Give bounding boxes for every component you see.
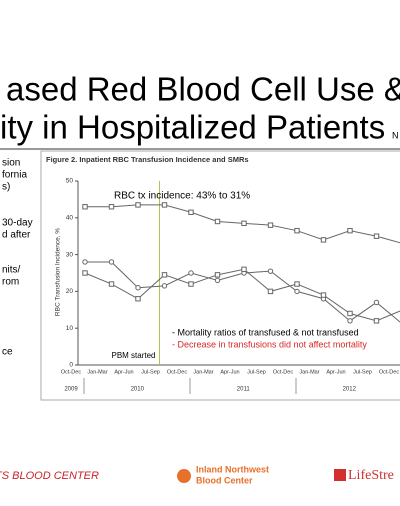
marker xyxy=(214,218,221,225)
y-tick-label: 20 xyxy=(66,288,74,295)
plot: 0 10 20 30 40 50 Oct-Dec Jan-Mar Apr-Jun Jul-Sep O… xyxy=(61,178,400,394)
year-label: 2009 xyxy=(64,387,78,393)
marker xyxy=(320,237,327,243)
marker xyxy=(108,259,115,265)
x-tick-label: Oct-Dec xyxy=(273,369,293,375)
marker xyxy=(82,270,88,276)
year-label: 2011 xyxy=(237,387,251,393)
marker xyxy=(135,202,141,208)
x-tick-label: Apr-Jun xyxy=(326,369,345,375)
marker xyxy=(214,272,221,278)
year-label: 2010 xyxy=(131,387,145,393)
marker xyxy=(135,285,141,291)
y-tick-label: 50 xyxy=(66,178,74,185)
x-tick-label: Jan-Mar xyxy=(299,369,319,375)
text-fragment: s) xyxy=(2,182,10,193)
x-tick-label: Jul-Sep xyxy=(353,369,372,375)
event-label: PBM started xyxy=(111,351,155,360)
text-fragment: d after xyxy=(2,230,31,241)
marker xyxy=(161,202,168,208)
footer-logo: Inland Northwest xyxy=(196,464,269,474)
chart-title: Figure 2. Inpatient RBC Transfusion Inci… xyxy=(46,155,249,164)
text-fragment: sion xyxy=(2,158,20,169)
y-tick-label: 10 xyxy=(66,325,74,332)
marker xyxy=(373,318,380,324)
marker xyxy=(161,283,168,289)
y-tick-label: 40 xyxy=(66,215,74,222)
text-fragment: 30-day xyxy=(2,218,33,229)
annotation: - Decrease in transfusions did not affec… xyxy=(172,339,367,349)
marker xyxy=(267,222,274,228)
figure-frame xyxy=(40,150,400,401)
marker xyxy=(267,288,274,295)
marker xyxy=(347,310,353,317)
y-axis-label: RBC Transfusion Incidence, % xyxy=(55,228,62,316)
slide-title: ased Red Blood Cell Use & xyxy=(6,71,400,108)
x-tick-label: Apr-Jun xyxy=(220,369,239,375)
y-tick-label: 0 xyxy=(69,362,73,369)
year-label: 2012 xyxy=(343,387,357,393)
marker xyxy=(241,220,247,227)
left-text: sion fornia s) 30-day d after nits/ rom … xyxy=(2,158,33,358)
marker xyxy=(214,277,221,284)
marker xyxy=(347,318,353,324)
marker xyxy=(188,209,194,215)
marker xyxy=(161,272,168,278)
title-note: N xyxy=(392,130,399,140)
slide-title: ity in Hospitalized Patients xyxy=(0,109,385,146)
marker xyxy=(108,204,115,210)
marker xyxy=(267,268,274,274)
marker xyxy=(294,227,300,234)
annotation: RBC tx incidence: 43% to 31% xyxy=(114,191,250,202)
marker xyxy=(82,204,88,210)
marker xyxy=(320,292,327,298)
x-tick-label: Oct-Dec xyxy=(167,369,187,375)
marker xyxy=(347,227,353,234)
marker xyxy=(135,296,141,302)
x-tick-label: Oct-Dec xyxy=(379,369,399,375)
text-fragment: rom xyxy=(2,277,19,288)
marker xyxy=(108,281,115,287)
annotation: - Mortality ratios of transfused & not t… xyxy=(172,327,359,337)
text-fragment: fornia xyxy=(2,170,27,181)
marker xyxy=(294,281,300,287)
text-fragment: nits/ xyxy=(2,265,21,276)
footer: ITS BLOOD CENTER Inland Northwest Blood … xyxy=(0,464,394,485)
footer-logo: ITS BLOOD CENTER xyxy=(0,470,99,482)
marker xyxy=(82,259,88,265)
x-tick-label: Apr-Jun xyxy=(114,369,133,375)
text-fragment: ce xyxy=(2,347,13,358)
y-tick-label: 30 xyxy=(66,251,74,258)
x-tick-label: Oct-Dec xyxy=(61,369,81,375)
marker xyxy=(294,288,300,295)
marker xyxy=(241,266,247,273)
footer-logo: LifeStre xyxy=(348,468,394,483)
footer-logo: Blood Center xyxy=(196,475,253,485)
marker xyxy=(188,281,194,287)
x-tick-label: Jul-Sep xyxy=(141,369,160,375)
marker xyxy=(188,270,194,276)
x-tick-label: Jan-Mar xyxy=(193,369,213,375)
logo-icon xyxy=(334,469,346,481)
marker xyxy=(373,233,380,239)
x-tick-label: Jul-Sep xyxy=(247,369,266,375)
logo-icon xyxy=(177,469,191,483)
marker xyxy=(373,299,380,306)
x-tick-label: Jan-Mar xyxy=(87,369,107,375)
